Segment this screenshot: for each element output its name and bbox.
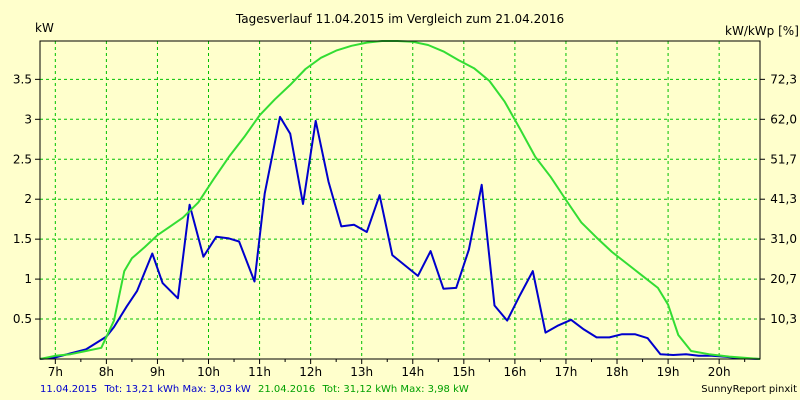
y-tick-label-right: 20,7 xyxy=(770,272,797,286)
y-axis-label-right: kW/kWp [%] xyxy=(725,24,799,38)
y-tick-label-right: 10,3 xyxy=(770,312,797,326)
x-tick-label: 14h xyxy=(401,365,424,379)
y-tick-label-left: 0.5 xyxy=(13,312,32,326)
y-tick-label-left: 1.5 xyxy=(13,232,32,246)
y-axis-ticks-left: 0.5 1 1.5 2 2.5 3 3.5 xyxy=(13,72,40,326)
y-axis-label-left: kW xyxy=(35,21,54,35)
y-tick-label-right: 41,3 xyxy=(770,192,797,206)
x-tick-label: 7h xyxy=(48,365,63,379)
x-tick-label: 10h xyxy=(197,365,220,379)
plot-frame xyxy=(39,40,761,360)
x-tick-label: 19h xyxy=(657,365,680,379)
y-tick-label-right: 31,0 xyxy=(770,232,797,246)
credit-text: SunnyReport pinxit xyxy=(701,384,797,395)
x-tick-label: 17h xyxy=(555,365,578,379)
x-tick-label: 15h xyxy=(452,365,475,379)
y-tick-label-left: 3.5 xyxy=(13,72,32,86)
series-line-2015 xyxy=(39,115,761,360)
y-tick-label-left: 2.5 xyxy=(13,152,32,166)
legend-date-2016: 21.04.2016 xyxy=(258,384,315,395)
chart-title: Tagesverlauf 11.04.2015 im Vergleich zum… xyxy=(235,12,564,26)
legend-text-2015: Tot: 13,21 kWh Max: 3,03 kW xyxy=(103,384,250,395)
y-tick-label-left: 1 xyxy=(24,272,32,286)
x-tick-label: 13h xyxy=(350,365,373,379)
x-axis-ticks: 7h 8h 9h 10h 11h 12h 13h 14h 15h 16h 17h 18h 19h 20h xyxy=(48,359,746,379)
x-tick-label: 8h xyxy=(99,365,114,379)
y-tick-label-left: 3 xyxy=(24,112,32,126)
y-tick-label-left: 2 xyxy=(24,192,32,206)
y-tick-label-right: 51,7 xyxy=(770,152,797,166)
x-tick-label: 16h xyxy=(503,365,526,379)
y-axis-ticks-right: 10,3 20,7 31,0 41,3 51,7 62,0 72,3 xyxy=(760,72,797,326)
x-tick-label: 20h xyxy=(708,365,731,379)
y-tick-label-right: 62,0 xyxy=(770,112,797,126)
legend: 11.04.2015 Tot: 13,21 kWh Max: 3,03 kW 2… xyxy=(40,384,469,395)
x-tick-label: 12h xyxy=(299,365,322,379)
x-tick-label: 9h xyxy=(150,365,165,379)
x-tick-label: 11h xyxy=(248,365,271,379)
legend-text-2016: Tot: 31,12 kWh Max: 3,98 kW xyxy=(321,384,468,395)
y-tick-label-right: 72,3 xyxy=(770,72,797,86)
x-tick-label: 18h xyxy=(606,365,629,379)
legend-date-2015: 11.04.2015 xyxy=(40,384,97,395)
